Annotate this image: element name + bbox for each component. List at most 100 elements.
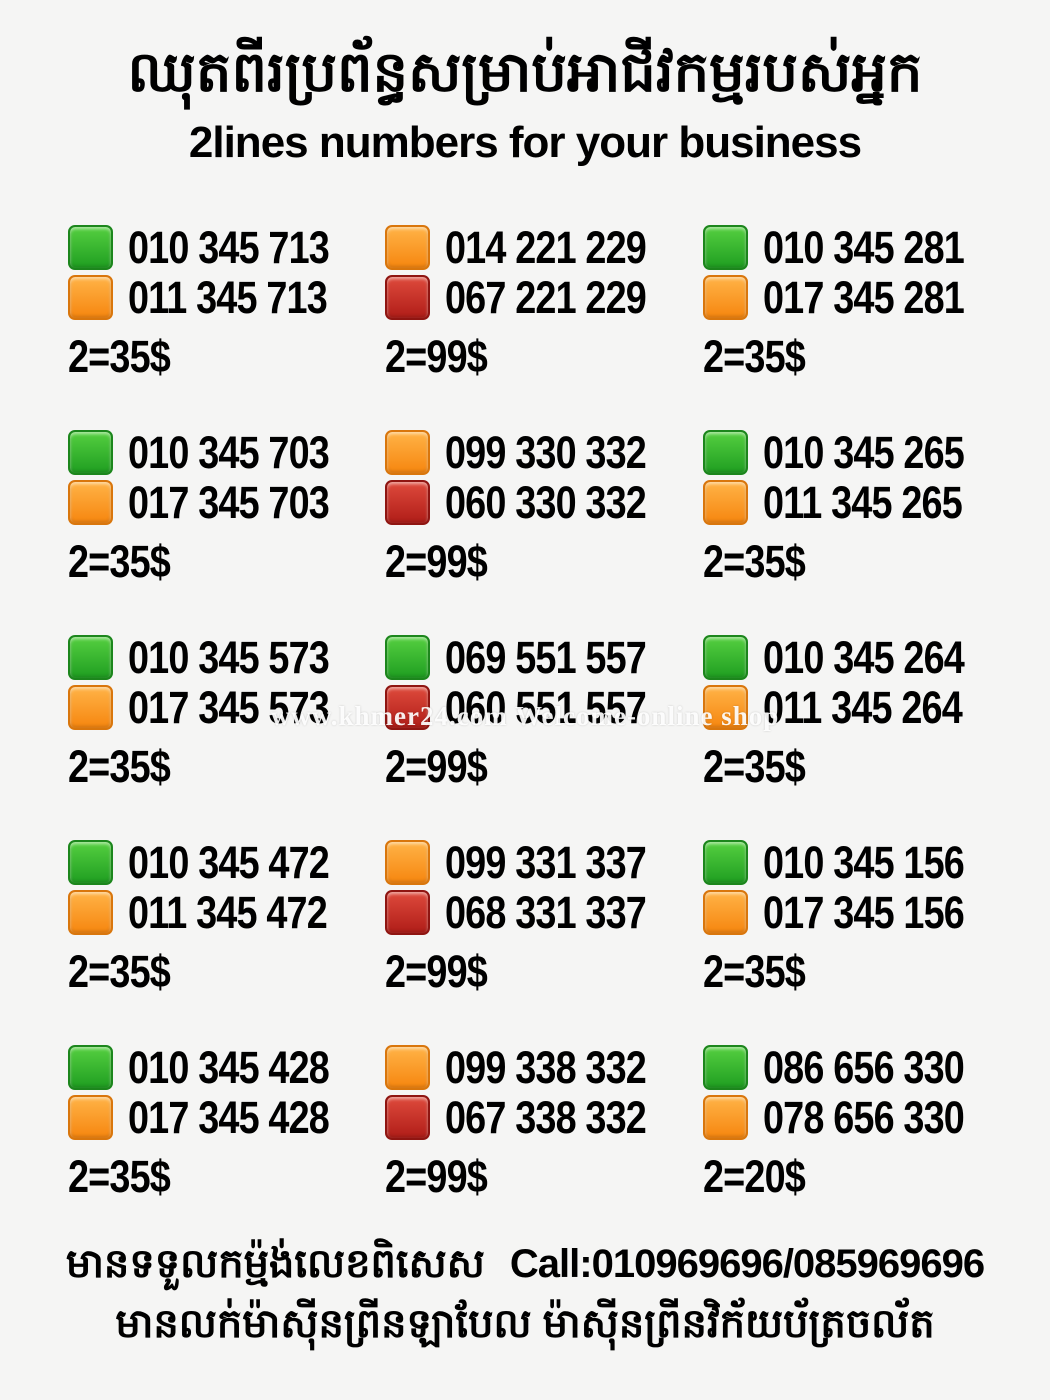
number-line: 060 330 332 <box>385 477 703 527</box>
phone-number: 099 331 337 <box>445 836 647 888</box>
number-line: 060 551 557 <box>385 682 703 732</box>
phone-number: 014 221 229 <box>445 221 647 273</box>
number-line: 017 345 156 <box>703 887 1018 937</box>
phone-number: 099 330 332 <box>445 426 647 478</box>
green-square-icon <box>703 839 748 885</box>
orange-square-icon <box>703 1094 748 1140</box>
phone-number: 086 656 330 <box>763 1041 965 1093</box>
phone-number: 011 345 713 <box>128 271 328 323</box>
number-group: 014 221 229 067 221 229 2=99$ <box>385 222 703 427</box>
page-title-khmer: ឈុតពីរប្រព័ន្ធសម្រាប់អាជីវកម្មរបស់អ្នក <box>127 40 923 103</box>
phone-number: 010 345 265 <box>763 426 965 478</box>
number-line: 017 345 573 <box>68 682 385 732</box>
phone-number: 010 345 156 <box>763 836 965 888</box>
numbers-grid: 010 345 713 011 345 713 2=35$ 014 221 22… <box>68 222 1018 1247</box>
phone-number: 010 345 428 <box>128 1041 330 1093</box>
number-group: 010 345 428 017 345 428 2=35$ <box>68 1042 385 1247</box>
orange-square-icon <box>703 274 748 320</box>
page-title-english: 2lines numbers for your business <box>188 118 862 167</box>
orange-square-icon <box>68 1094 113 1140</box>
price-label: 2=35$ <box>68 1151 171 1202</box>
number-line: 017 345 281 <box>703 272 1018 322</box>
green-square-icon <box>385 634 430 680</box>
green-square-icon <box>703 634 748 680</box>
number-line: 068 331 337 <box>385 887 703 937</box>
number-group: 099 331 337 068 331 337 2=99$ <box>385 837 703 1042</box>
number-line: 086 656 330 <box>703 1042 1018 1092</box>
green-square-icon <box>68 839 113 885</box>
number-line: 011 345 264 <box>703 682 1018 732</box>
green-square-icon <box>68 1044 113 1090</box>
phone-number: 017 345 281 <box>763 271 965 323</box>
number-line: 099 331 337 <box>385 837 703 887</box>
phone-number: 017 345 703 <box>128 476 330 528</box>
phone-number: 078 656 330 <box>763 1091 965 1143</box>
phone-number: 017 345 428 <box>128 1091 330 1143</box>
number-line: 010 345 472 <box>68 837 385 887</box>
phone-number: 060 330 332 <box>445 476 647 528</box>
number-group: 099 338 332 067 338 332 2=99$ <box>385 1042 703 1247</box>
number-line: 010 345 156 <box>703 837 1018 887</box>
orange-square-icon <box>703 479 748 525</box>
number-line: 010 345 573 <box>68 632 385 682</box>
number-line: 010 345 703 <box>68 427 385 477</box>
phone-number: 011 345 472 <box>128 886 328 938</box>
price-label: 2=35$ <box>68 331 171 382</box>
phone-number: 011 345 265 <box>763 476 963 528</box>
green-square-icon <box>703 429 748 475</box>
number-line: 010 345 265 <box>703 427 1018 477</box>
price-label: 2=35$ <box>68 741 171 792</box>
price-label: 2=99$ <box>385 741 488 792</box>
number-group: 010 345 281 017 345 281 2=35$ <box>703 222 1018 427</box>
orange-square-icon <box>68 889 113 935</box>
phone-number: 017 345 573 <box>128 681 330 733</box>
price-label: 2=99$ <box>385 536 488 587</box>
orange-square-icon <box>385 1044 430 1090</box>
green-square-icon <box>703 1044 748 1090</box>
red-square-icon <box>385 479 430 525</box>
number-line: 069 551 557 <box>385 632 703 682</box>
red-square-icon <box>385 274 430 320</box>
number-group: 010 345 713 011 345 713 2=35$ <box>68 222 385 427</box>
orange-square-icon <box>68 479 113 525</box>
phone-number: 010 345 713 <box>128 221 330 273</box>
number-line: 078 656 330 <box>703 1092 1018 1142</box>
number-line: 099 330 332 <box>385 427 703 477</box>
orange-square-icon <box>703 684 748 730</box>
number-line: 067 221 229 <box>385 272 703 322</box>
price-label: 2=35$ <box>703 536 806 587</box>
number-line: 099 338 332 <box>385 1042 703 1092</box>
orange-square-icon <box>385 224 430 270</box>
phone-number: 099 338 332 <box>445 1041 647 1093</box>
phone-number: 017 345 156 <box>763 886 965 938</box>
red-square-icon <box>385 684 430 730</box>
red-square-icon <box>385 889 430 935</box>
number-line: 011 345 713 <box>68 272 385 322</box>
price-label: 2=35$ <box>68 536 171 587</box>
price-label: 2=99$ <box>385 1151 488 1202</box>
green-square-icon <box>68 634 113 680</box>
phone-number: 010 345 703 <box>128 426 330 478</box>
number-line: 014 221 229 <box>385 222 703 272</box>
number-line: 010 345 264 <box>703 632 1018 682</box>
orange-square-icon <box>703 889 748 935</box>
orange-square-icon <box>68 274 113 320</box>
price-label: 2=99$ <box>385 331 488 382</box>
footer-khmer-note: មានទទួលកម្ម៉ង់លេខពិសេស <box>65 1242 485 1286</box>
number-group: 099 330 332 060 330 332 2=99$ <box>385 427 703 632</box>
green-square-icon <box>703 224 748 270</box>
phone-number: 010 345 281 <box>763 221 965 273</box>
footer-call-numbers: Call:010969696/085969696 <box>509 1242 985 1286</box>
number-line: 011 345 472 <box>68 887 385 937</box>
number-group: 010 345 472 011 345 472 2=35$ <box>68 837 385 1042</box>
number-group: 010 345 703 017 345 703 2=35$ <box>68 427 385 632</box>
price-label: 2=20$ <box>703 1151 806 1202</box>
phone-number: 010 345 472 <box>128 836 330 888</box>
number-group: 069 551 557 060 551 557 2=99$ <box>385 632 703 837</box>
number-line: 017 345 428 <box>68 1092 385 1142</box>
number-line: 017 345 703 <box>68 477 385 527</box>
phone-number: 011 345 264 <box>763 681 963 733</box>
number-line: 010 345 713 <box>68 222 385 272</box>
red-square-icon <box>385 1094 430 1140</box>
price-label: 2=99$ <box>385 946 488 997</box>
